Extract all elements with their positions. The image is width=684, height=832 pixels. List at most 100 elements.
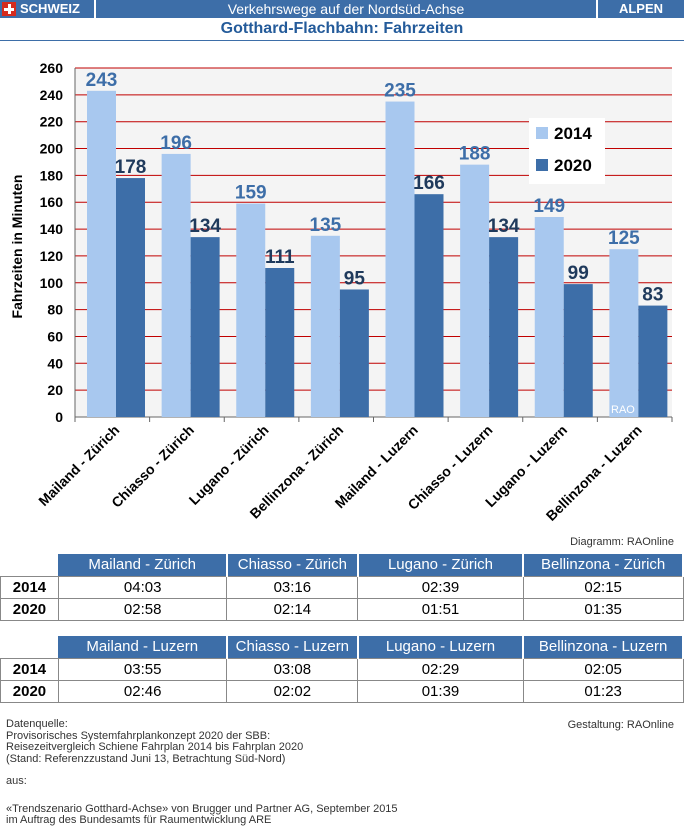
- table-cell: 04:03: [57, 575, 228, 599]
- table-row: 2014 04:03 03:16 02:39 02:15: [0, 575, 684, 599]
- y-tick-label: 120: [40, 248, 64, 264]
- data-label-2014: 149: [533, 196, 565, 217]
- table-cell: 01:51: [357, 597, 524, 621]
- diagram-credit: Diagramm: RAOnline: [570, 536, 674, 548]
- y-tick-label: 220: [40, 114, 64, 130]
- x-tick-label: Lugano - Zürich: [186, 422, 272, 508]
- x-tick-label: Chiasso - Zürich: [108, 422, 197, 511]
- bar-2020: [190, 237, 220, 417]
- source-notes: Datenquelle: Provisorisches Systemfahrpl…: [6, 718, 526, 827]
- y-tick-label: 140: [40, 221, 64, 237]
- swiss-flag-icon: [2, 2, 16, 16]
- table-header-cell: Chiasso - Zürich: [226, 554, 359, 576]
- data-label-2020: 111: [265, 247, 295, 268]
- bar-2014: [310, 235, 340, 417]
- table-cell: 02:46: [57, 679, 228, 703]
- source-line: Provisorisches Systemfahrplankonzept 202…: [6, 729, 271, 742]
- bar-2020: [339, 289, 369, 417]
- table-cell: 02:29: [357, 657, 524, 681]
- table-cell: 03:08: [226, 657, 359, 681]
- design-credit: Gestaltung: RAOnline: [567, 719, 674, 731]
- header-right-label: ALPEN: [598, 0, 684, 18]
- table-header-cell: Mailand - Luzern: [58, 636, 228, 658]
- table-cell: 01:35: [522, 597, 684, 621]
- table-header-cell: Lugano - Zürich: [357, 554, 525, 576]
- bar-2014: [609, 249, 639, 417]
- travel-time-table-luzern: Mailand - Luzern Chiasso - Luzern Lugano…: [0, 636, 684, 703]
- y-tick-label: 200: [40, 141, 64, 157]
- data-label-2014: 188: [459, 144, 491, 165]
- data-label-2014: 135: [310, 215, 342, 236]
- legend-label: 2014: [554, 124, 592, 143]
- table-header-cell: Bellinzona - Zürich: [523, 554, 684, 576]
- table-row: 2020 02:58 02:14 01:51 01:35: [0, 597, 684, 621]
- y-tick-label: 160: [40, 194, 64, 210]
- data-label-2020: 178: [115, 157, 147, 178]
- bar-2014: [385, 101, 415, 418]
- table-cell: 02:02: [226, 679, 359, 703]
- y-tick-label: 60: [47, 328, 63, 344]
- table-cell: 03:16: [226, 575, 359, 599]
- table-cell: 02:15: [522, 575, 684, 599]
- table-cell: 01:23: [522, 679, 684, 703]
- y-tick-label: 240: [40, 87, 64, 103]
- data-label-2020: 166: [413, 173, 445, 194]
- table-cell: 02:14: [226, 597, 359, 621]
- bar-chart: 0 20 40 60 80 100 120 140 160 180 200 220 240 260 Fahr…: [9, 60, 673, 524]
- data-label-2014: 235: [384, 81, 416, 102]
- table-cell: 03:55: [57, 657, 228, 681]
- bar-2020: [265, 268, 295, 417]
- table-corner: [0, 636, 59, 658]
- header-bar: SCHWEIZ Verkehrswege auf der Nordsüd-Ach…: [0, 0, 684, 18]
- y-tick-label: 100: [40, 275, 64, 291]
- table-cell: 02:58: [57, 597, 228, 621]
- source-aus: aus:: [6, 775, 27, 787]
- bar-2020: [489, 237, 519, 417]
- data-label-2014: 125: [608, 228, 640, 249]
- source-line: (Stand: Referenzzustand Juni 13, Betrach…: [6, 752, 286, 765]
- source-label: Datenquelle:: [6, 718, 68, 730]
- data-label-2020: 99: [568, 263, 589, 284]
- travel-time-table-zurich: Mailand - Zürich Chiasso - Zürich Lugano…: [0, 554, 684, 621]
- table-header-cell: Bellinzona - Luzern: [523, 636, 684, 658]
- bar-2014: [534, 216, 564, 417]
- bar-2014: [460, 164, 490, 417]
- legend-label: 2020: [554, 156, 592, 175]
- data-label-2014: 159: [235, 183, 267, 204]
- table-header-row: Mailand - Luzern Chiasso - Luzern Lugano…: [0, 636, 684, 658]
- header-center-title: Verkehrswege auf der Nordsüd-Achse: [96, 0, 596, 18]
- data-label-2020: 83: [642, 285, 663, 306]
- y-axis-label: Fahrzeiten in Minuten: [9, 175, 25, 319]
- table-row: 2014 03:55 03:08 02:29 02:05: [0, 657, 684, 681]
- data-label-2020: 95: [344, 268, 366, 289]
- table-year-cell: 2014: [0, 657, 59, 681]
- table-cell: 02:05: [522, 657, 684, 681]
- x-tick-label: Mailand - Zürich: [35, 422, 122, 509]
- title-divider: [0, 40, 684, 41]
- data-label-2020: 134: [189, 216, 221, 237]
- header-left-box: SCHWEIZ: [0, 0, 94, 18]
- table-header-cell: Mailand - Zürich: [58, 554, 228, 576]
- bar-2014: [236, 203, 266, 417]
- y-tick-label: 260: [40, 60, 64, 76]
- reference-line: im Auftrag des Bundesamts für Raumentwic…: [6, 814, 272, 826]
- legend-swatch: [536, 127, 548, 139]
- table-header-cell: Chiasso - Luzern: [226, 636, 359, 658]
- y-tick-label: 80: [47, 302, 63, 318]
- bar-2020: [638, 305, 668, 417]
- y-tick-label: 180: [40, 167, 64, 183]
- y-tick-label: 0: [55, 409, 63, 425]
- bar-2020: [563, 284, 593, 417]
- bar-2014: [87, 90, 116, 418]
- table-year-cell: 2020: [0, 679, 59, 703]
- table-year-cell: 2014: [0, 575, 59, 599]
- bar-2020: [116, 178, 145, 417]
- y-tick-label: 20: [47, 382, 63, 398]
- bar-2014: [161, 153, 191, 417]
- data-label-2014: 196: [160, 133, 192, 154]
- legend-swatch: [536, 159, 548, 171]
- data-label-2020: 134: [488, 216, 520, 237]
- table-header-cell: Lugano - Luzern: [357, 636, 525, 658]
- data-label-2014: 243: [86, 70, 118, 91]
- source-line: Reisezeitvergleich Schiene Fahrplan 2014…: [6, 741, 304, 753]
